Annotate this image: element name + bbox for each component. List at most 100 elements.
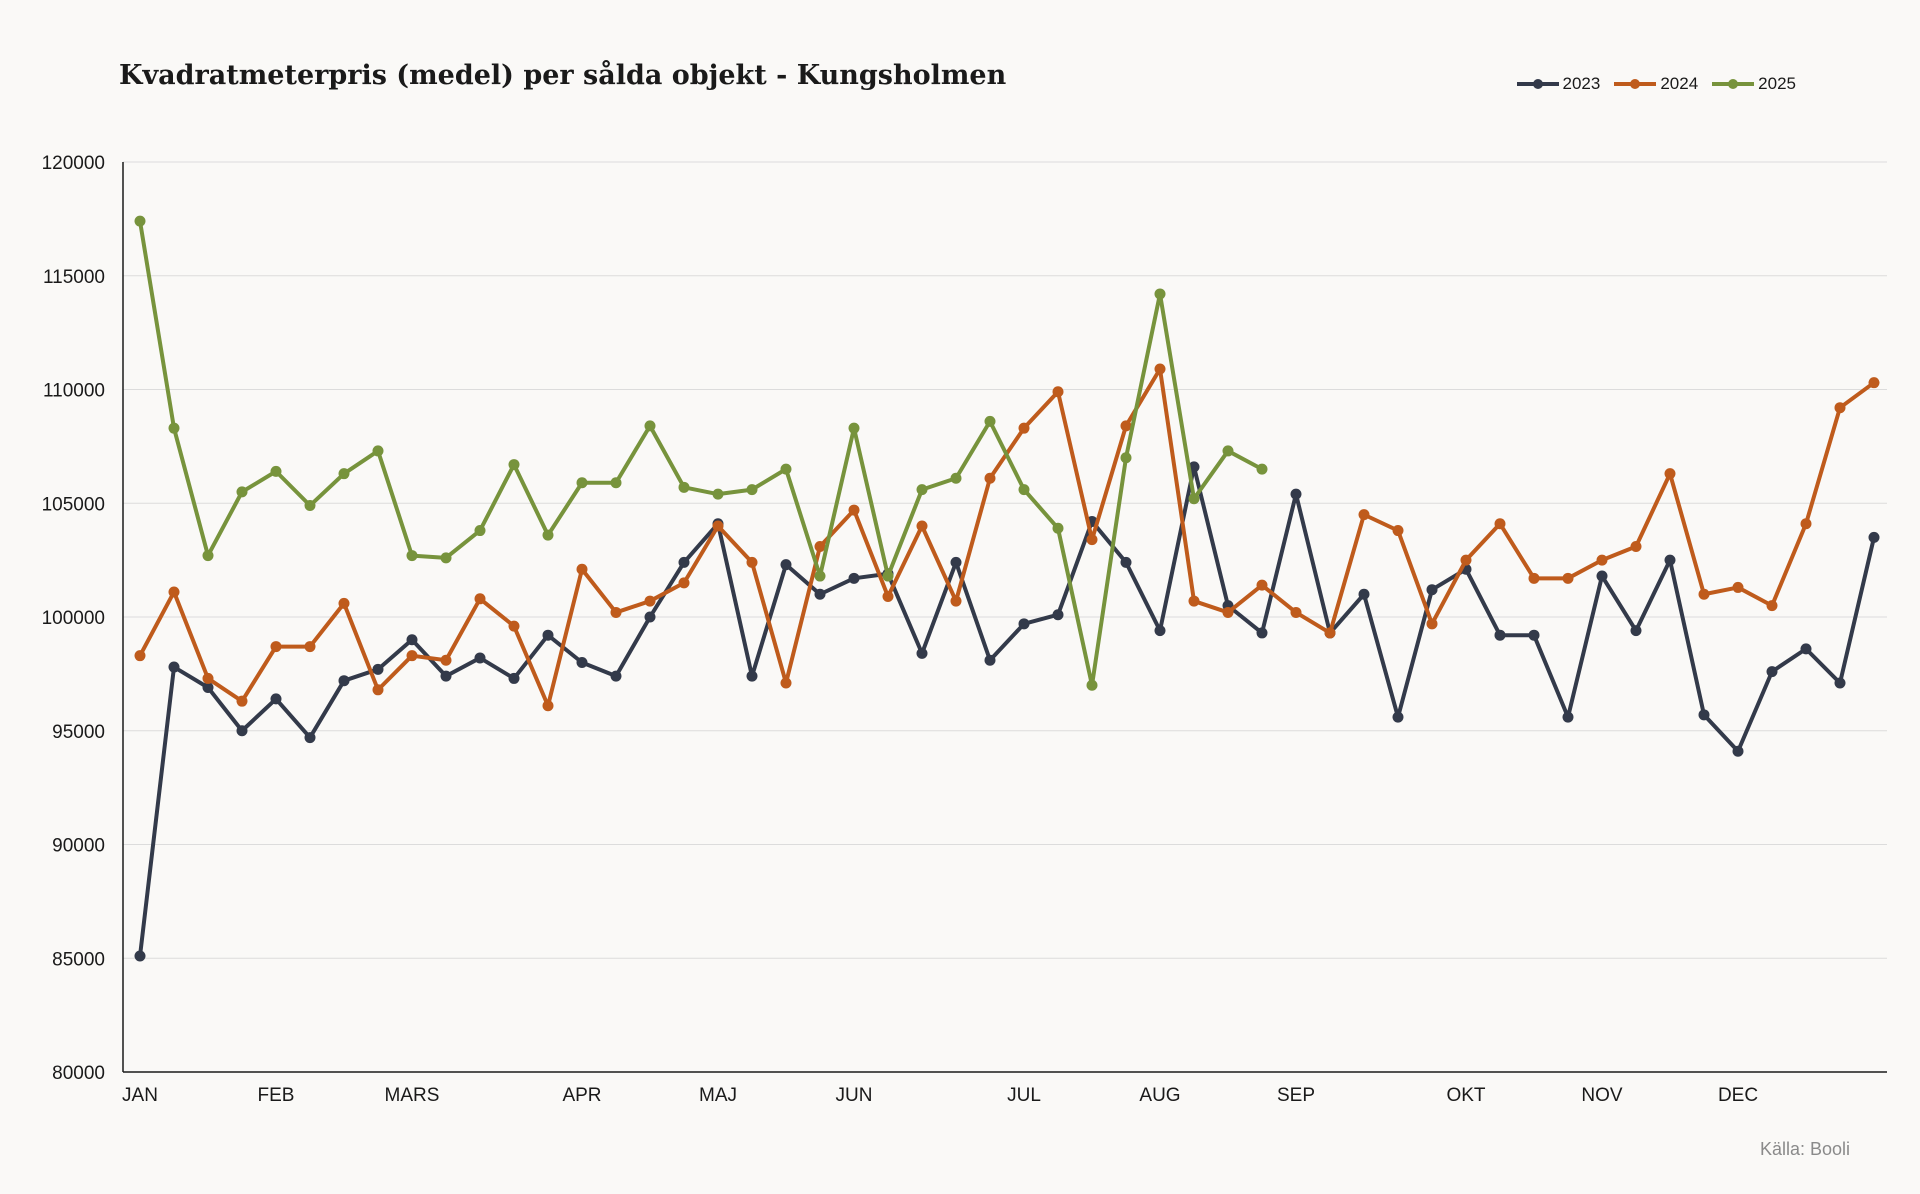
- data-point-2023: [1494, 629, 1506, 641]
- data-point-2025: [474, 525, 486, 537]
- data-point-2025: [712, 488, 724, 500]
- data-point-2025: [746, 484, 758, 496]
- data-point-2023: [1256, 627, 1268, 639]
- data-point-2024: [1086, 534, 1098, 546]
- data-point-2023: [406, 634, 418, 646]
- data-point-2023: [1732, 745, 1744, 757]
- data-point-2024: [1494, 518, 1506, 530]
- data-point-2025: [1222, 445, 1234, 457]
- data-point-2024: [338, 597, 350, 609]
- data-point-2025: [304, 500, 316, 512]
- data-point-2024: [1562, 572, 1574, 584]
- data-point-2023: [1528, 629, 1540, 641]
- data-point-2024: [610, 606, 622, 618]
- legend-swatch: [1516, 79, 1559, 89]
- data-point-2023: [814, 588, 826, 600]
- data-point-2023: [610, 670, 622, 682]
- data-point-2023: [338, 675, 350, 687]
- data-point-2024: [848, 504, 860, 516]
- y-tick-label: 80000: [52, 1063, 105, 1084]
- data-point-2024: [814, 540, 826, 552]
- data-point-2025: [678, 481, 690, 493]
- data-point-2024: [746, 556, 758, 568]
- data-point-2023: [950, 556, 962, 568]
- x-tick-label: APR: [562, 1085, 601, 1106]
- y-tick-label: 120000: [42, 153, 105, 174]
- legend-label: 2024: [1660, 74, 1699, 93]
- data-point-2024: [1392, 525, 1404, 537]
- data-point-2023: [1562, 711, 1574, 723]
- data-point-2025: [134, 215, 146, 227]
- x-tick-label: MARS: [385, 1085, 440, 1106]
- data-point-2025: [338, 468, 350, 480]
- data-point-2023: [1766, 666, 1778, 678]
- data-point-2024: [1018, 422, 1030, 434]
- x-tick-label: AUG: [1139, 1085, 1180, 1106]
- data-point-2024: [1800, 518, 1812, 530]
- data-point-2025: [542, 529, 554, 541]
- data-point-2024: [1222, 606, 1234, 618]
- data-point-2024: [1358, 509, 1370, 521]
- x-tick-label: JUL: [1007, 1085, 1041, 1106]
- data-point-2024: [1256, 579, 1268, 591]
- data-point-2025: [780, 463, 792, 475]
- chart-legend: 2023 2024 2025: [1516, 74, 1796, 94]
- legend-item-2024: 2024: [1614, 74, 1698, 94]
- data-point-2023: [304, 732, 316, 744]
- data-point-2025: [610, 477, 622, 489]
- data-point-2025: [882, 570, 894, 582]
- chart-title: Kvadratmeterpris (medel) per sålda objek…: [119, 60, 1007, 91]
- data-point-2024: [576, 563, 588, 575]
- data-point-2025: [1154, 288, 1166, 300]
- series-line-2024: [138, 367, 1876, 708]
- legend-label: 2023: [1562, 74, 1601, 93]
- data-point-2023: [1188, 461, 1200, 473]
- data-point-2023: [576, 657, 588, 668]
- data-point-2023: [134, 950, 146, 962]
- data-point-2025: [848, 422, 860, 434]
- data-point-2023: [984, 654, 996, 666]
- data-point-2024: [678, 577, 690, 589]
- legend-label: 2025: [1758, 74, 1796, 93]
- data-point-2024: [440, 654, 452, 666]
- y-tick-label: 85000: [52, 949, 105, 970]
- data-point-2023: [202, 682, 214, 694]
- data-point-2023: [1630, 625, 1642, 637]
- data-point-2025: [1018, 484, 1030, 496]
- data-point-2024: [1120, 420, 1132, 432]
- data-point-2025: [814, 570, 826, 582]
- data-point-2023: [644, 611, 656, 623]
- y-tick-label: 90000: [52, 836, 105, 857]
- data-point-2024: [304, 641, 316, 653]
- data-point-2024: [1188, 595, 1200, 607]
- data-point-2024: [1324, 627, 1336, 639]
- data-point-2024: [542, 700, 554, 712]
- data-point-2023: [1154, 625, 1166, 637]
- data-point-2023: [508, 672, 520, 684]
- data-point-2023: [1358, 588, 1370, 600]
- data-point-2023: [746, 670, 758, 682]
- legend-item-2023: 2023: [1516, 74, 1601, 94]
- data-point-2023: [1290, 488, 1302, 500]
- data-point-2023: [1868, 531, 1880, 543]
- data-point-2025: [644, 420, 656, 432]
- data-point-2024: [1052, 386, 1064, 398]
- data-point-2025: [440, 552, 452, 564]
- data-point-2025: [984, 415, 996, 427]
- data-point-2023: [848, 572, 860, 584]
- data-point-2024: [1698, 588, 1710, 600]
- y-tick-label: 105000: [42, 494, 105, 515]
- data-point-2024: [508, 620, 520, 632]
- data-point-2024: [1460, 554, 1472, 566]
- data-point-2025: [270, 465, 282, 477]
- data-point-2025: [236, 486, 248, 498]
- data-point-2024: [984, 472, 996, 484]
- data-point-2024: [1154, 363, 1166, 375]
- data-point-2023: [1018, 618, 1030, 630]
- data-point-2023: [270, 693, 282, 705]
- data-point-2024: [168, 586, 180, 598]
- data-point-2025: [372, 445, 384, 457]
- data-point-2023: [1698, 709, 1710, 721]
- data-point-2024: [372, 684, 384, 696]
